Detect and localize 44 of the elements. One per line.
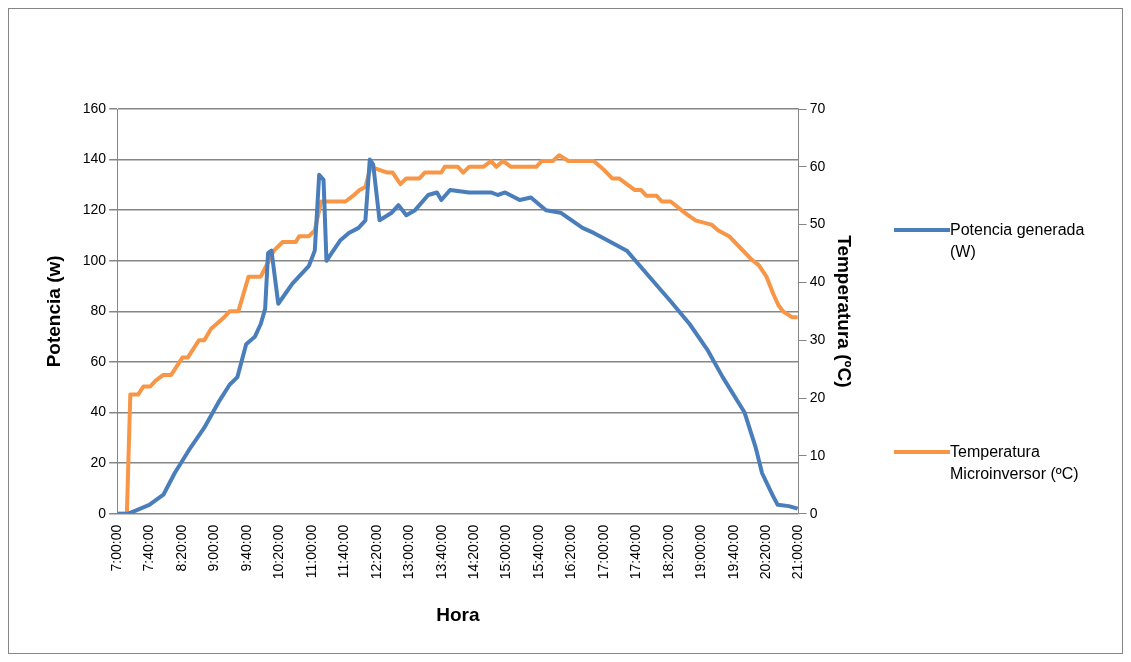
y2-axis-title: Temperatura (ºC) [834, 235, 856, 388]
y-tick-label: 140 [82, 150, 107, 167]
y-tick-label: 0 [98, 504, 107, 521]
y2-tick-label: 40 [809, 273, 826, 290]
x-tick-label: 21:00:00 [789, 524, 806, 580]
y2-tick-label: 60 [809, 157, 826, 174]
x-tick-label: 11:40:00 [335, 524, 352, 579]
x-tick-label: 16:20:00 [562, 524, 579, 580]
y-axis-title: Potencia (w) [42, 255, 64, 368]
x-tick-label: 18:20:00 [659, 524, 676, 580]
y-tick-label: 80 [90, 302, 107, 319]
y2-tick-label: 10 [809, 446, 826, 463]
y-tick-label: 40 [90, 403, 107, 420]
x-tick-label: 17:00:00 [594, 524, 611, 580]
y2-tick-label: 0 [809, 504, 818, 521]
x-tick-label: 7:00:00 [108, 524, 125, 572]
y-tick-label: 20 [90, 453, 107, 470]
legend-label: Temperatura Microinversor (ºC) [950, 442, 1080, 484]
y-tick-label: 160 [82, 99, 107, 116]
x-tick-label: 19:00:00 [692, 524, 709, 580]
x-tick-label: 20:20:00 [757, 524, 774, 580]
x-tick-label: 7:40:00 [140, 524, 157, 572]
x-tick-label: 17:40:00 [627, 524, 644, 580]
y2-tick-label: 50 [809, 215, 826, 232]
x-tick-label: 8:20:00 [172, 524, 189, 572]
y-tick-label: 60 [90, 352, 107, 369]
x-tick-label: 19:40:00 [724, 524, 741, 580]
x-tick-label: 14:20:00 [464, 524, 481, 580]
x-tick-label: 10:20:00 [270, 524, 287, 580]
y2-tick-label: 30 [809, 331, 826, 348]
x-axis-title: Hora [436, 603, 480, 625]
y2-tick-label: 70 [809, 99, 826, 116]
x-tick-label: 9:40:00 [237, 524, 254, 572]
x-tick-label: 15:00:00 [497, 524, 514, 580]
x-tick-label: 9:00:00 [205, 524, 222, 572]
x-tick-label: 13:40:00 [432, 524, 449, 580]
legend-label: Potencia generada (W) [950, 220, 1086, 262]
x-tick-label: 15:40:00 [529, 524, 546, 580]
x-tick-label: 11:00:00 [302, 524, 319, 579]
y-tick-label: 100 [82, 251, 107, 268]
y2-tick-label: 20 [809, 388, 826, 405]
x-tick-label: 13:00:00 [400, 524, 417, 580]
y-tick-label: 120 [82, 201, 107, 218]
x-tick-label: 12:20:00 [367, 524, 384, 580]
